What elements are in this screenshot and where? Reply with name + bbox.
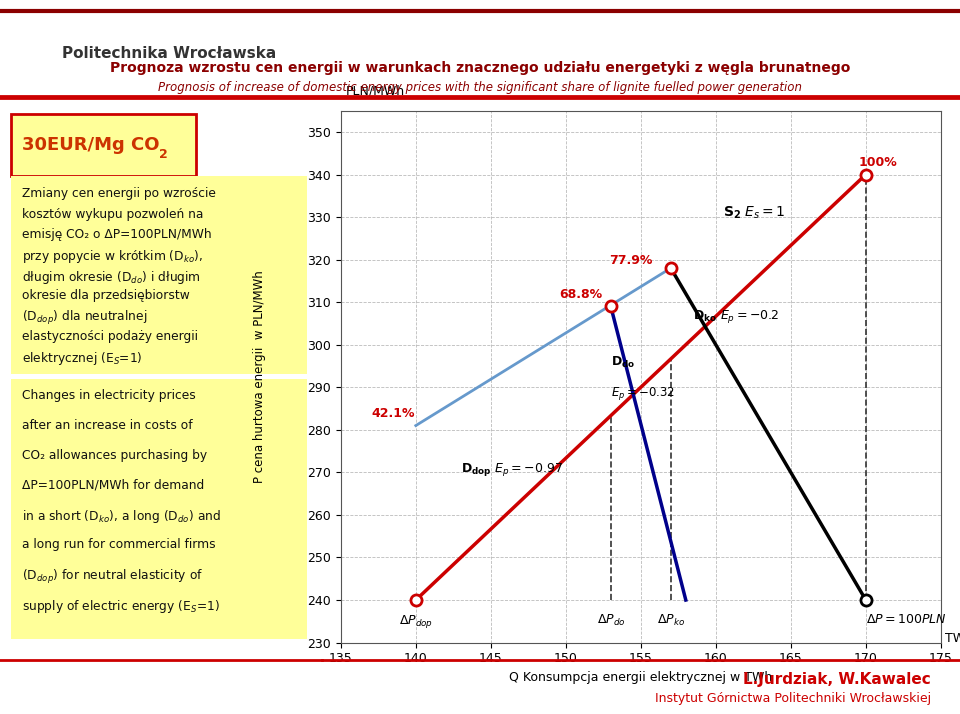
Text: Instytut Górnictwa Politechniki Wrocławskiej: Instytut Górnictwa Politechniki Wrocławs… bbox=[655, 692, 931, 705]
Text: Politechnika Wrocławska: Politechnika Wrocławska bbox=[62, 46, 276, 61]
Text: Zmiany cen energii po wzroście: Zmiany cen energii po wzroście bbox=[22, 187, 216, 201]
Text: 68.8%: 68.8% bbox=[560, 288, 602, 301]
Text: 30EUR/Mg CO: 30EUR/Mg CO bbox=[22, 136, 159, 154]
Text: $\mathbf{D_{do}}$: $\mathbf{D_{do}}$ bbox=[611, 355, 636, 370]
Text: $\Delta P$$=$$100PLN$: $\Delta P$$=$$100PLN$ bbox=[866, 613, 947, 625]
Text: $\Delta P_{ko}$: $\Delta P_{ko}$ bbox=[657, 613, 684, 628]
Text: $E_p$$=$$-0.32$: $E_p$$=$$-0.32$ bbox=[611, 385, 675, 402]
FancyBboxPatch shape bbox=[12, 379, 307, 638]
Text: elektrycznej (E$_S$=1): elektrycznej (E$_S$=1) bbox=[22, 350, 142, 367]
Y-axis label: P cena hurtowa energii  w PLN/MWh: P cena hurtowa energii w PLN/MWh bbox=[252, 271, 266, 483]
Text: Changes in electricity prices: Changes in electricity prices bbox=[22, 388, 196, 402]
Text: $\mathbf{D_{dop}}$ $E_p$$=$$-0.97$: $\mathbf{D_{dop}}$ $E_p$$=$$-0.97$ bbox=[461, 461, 563, 478]
Text: elastyczności podaży energii: elastyczności podaży energii bbox=[22, 330, 198, 343]
Text: after an increase in costs of: after an increase in costs of bbox=[22, 418, 192, 432]
Text: $\Delta P_{dop}$: $\Delta P_{dop}$ bbox=[398, 613, 433, 630]
Text: CO₂ allowances purchasing by: CO₂ allowances purchasing by bbox=[22, 448, 206, 461]
Text: kosztów wykupu pozwoleń na: kosztów wykupu pozwoleń na bbox=[22, 208, 204, 221]
Text: Prognosis of increase of domestic energy prices with the significant share of li: Prognosis of increase of domestic energy… bbox=[158, 81, 802, 94]
Text: ΔP=100PLN/MWh for demand: ΔP=100PLN/MWh for demand bbox=[22, 478, 204, 491]
FancyBboxPatch shape bbox=[12, 176, 307, 373]
Text: 42.1%: 42.1% bbox=[372, 407, 415, 420]
Text: 77.9%: 77.9% bbox=[610, 254, 653, 267]
Text: L.Jurdziak, W.Kawalec: L.Jurdziak, W.Kawalec bbox=[743, 672, 931, 688]
Text: supply of electric energy (E$_S$=1): supply of electric energy (E$_S$=1) bbox=[22, 598, 220, 615]
FancyBboxPatch shape bbox=[12, 114, 196, 176]
Text: (D$_{dop}$) dla neutralnej: (D$_{dop}$) dla neutralnej bbox=[22, 309, 147, 327]
Text: a long run for commercial firms: a long run for commercial firms bbox=[22, 538, 215, 551]
Text: $\Delta P_{do}$: $\Delta P_{do}$ bbox=[596, 613, 625, 628]
Text: emisję CO₂ o ΔP=100PLN/MWh: emisję CO₂ o ΔP=100PLN/MWh bbox=[22, 228, 211, 241]
Text: Prognoza wzrostu cen energii w warunkach znacznego udziału energetyki z węgla br: Prognoza wzrostu cen energii w warunkach… bbox=[109, 61, 851, 75]
Text: in a short (D$_{ko}$), a long (D$_{do}$) and: in a short (D$_{ko}$), a long (D$_{do}$)… bbox=[22, 508, 221, 526]
Text: okresie dla przedsiębiorstw: okresie dla przedsiębiorstw bbox=[22, 289, 189, 302]
Text: długim okresie (D$_{do}$) i długim: długim okresie (D$_{do}$) i długim bbox=[22, 268, 201, 286]
Text: 100%: 100% bbox=[858, 156, 897, 169]
Text: PLN/MWh: PLN/MWh bbox=[346, 85, 404, 98]
Text: przy popycie w krótkim (D$_{ko}$),: przy popycie w krótkim (D$_{ko}$), bbox=[22, 248, 203, 266]
X-axis label: Q Konsumpcja energii elektrycznej w TWh: Q Konsumpcja energii elektrycznej w TWh bbox=[509, 671, 773, 684]
Text: $\mathbf{D_{ko}}$ $E_p$$=$$-0.2$: $\mathbf{D_{ko}}$ $E_p$$=$$-0.2$ bbox=[693, 308, 780, 326]
Text: (D$_{dop}$) for neutral elasticity of: (D$_{dop}$) for neutral elasticity of bbox=[22, 568, 203, 586]
Text: $\mathbf{S_2}$ $E_s$$=$$1$: $\mathbf{S_2}$ $E_s$$=$$1$ bbox=[723, 205, 786, 221]
Text: 2: 2 bbox=[159, 148, 168, 161]
Text: TWh: TWh bbox=[946, 632, 960, 645]
